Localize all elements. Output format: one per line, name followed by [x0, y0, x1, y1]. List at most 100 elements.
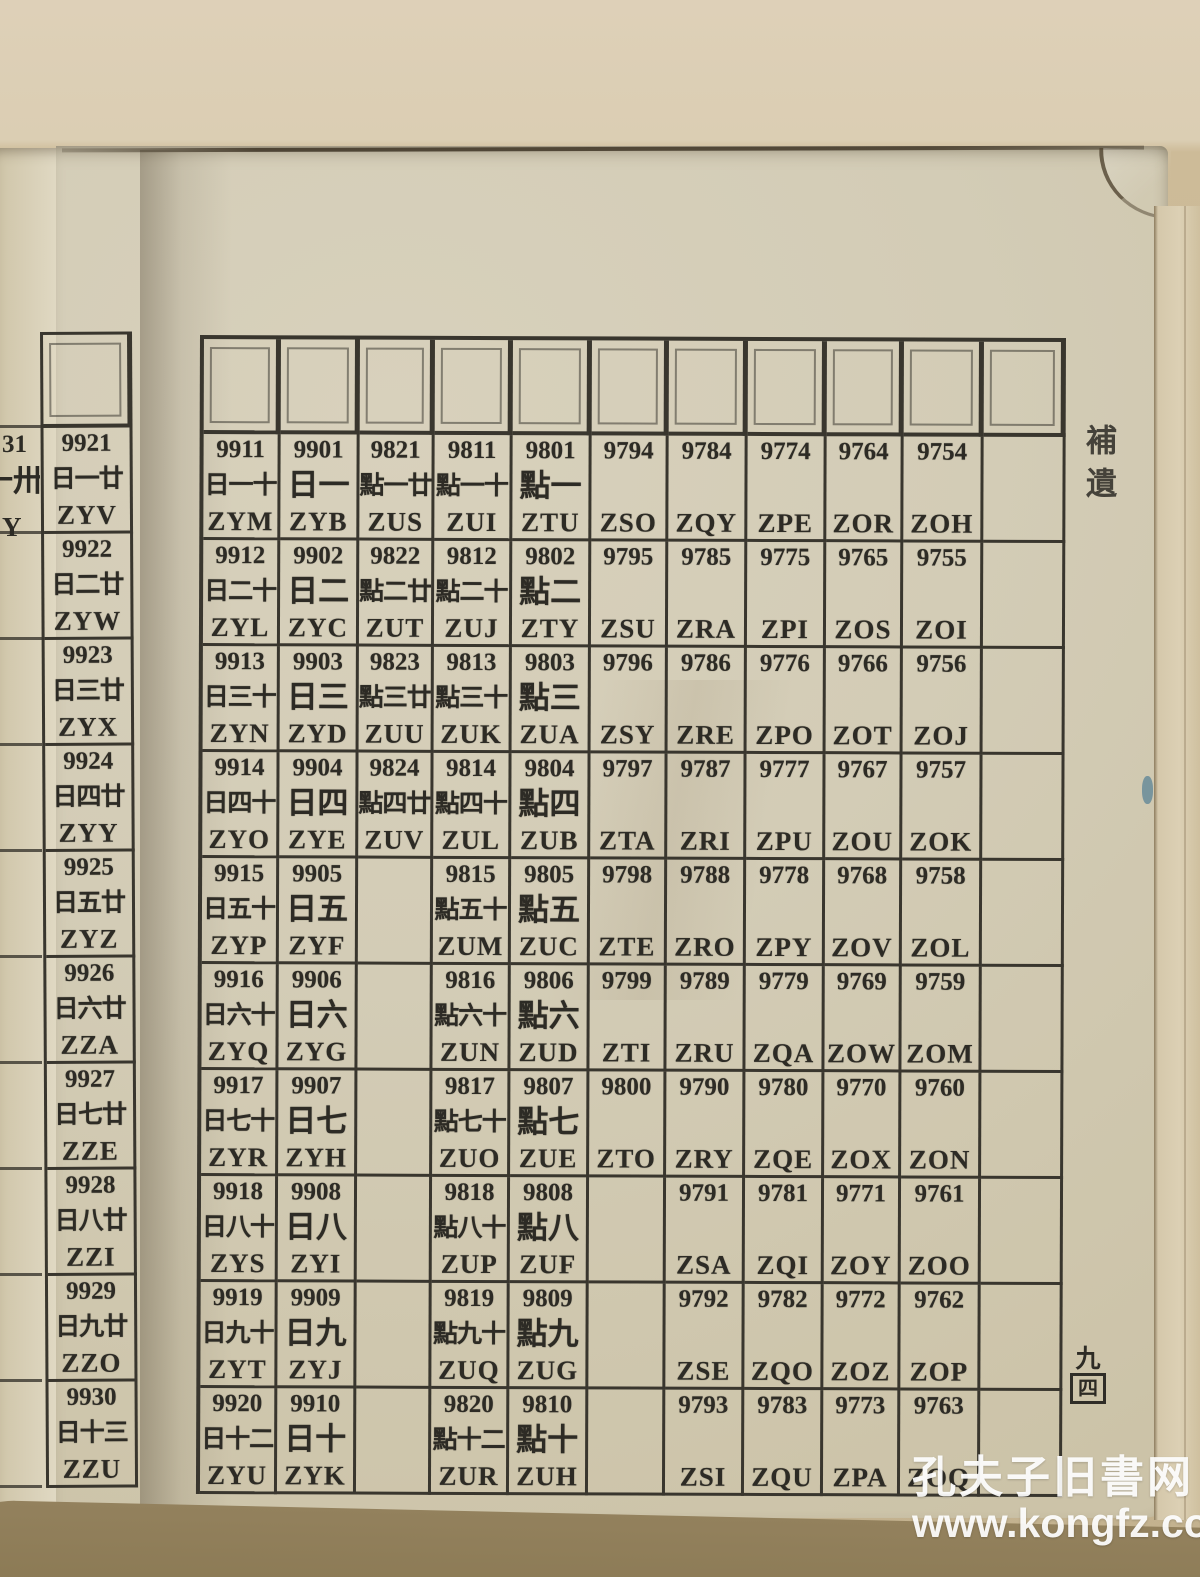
cell-code: ZUU [364, 718, 425, 749]
cell-number: 9930 [66, 1383, 117, 1411]
cell-code: ZPE [757, 507, 814, 539]
code-cell: 9789 ZRU [666, 965, 746, 1072]
cell-number: 9766 [837, 650, 888, 678]
code-cell: 9805 點五 ZUC [510, 859, 591, 966]
code-cell [981, 860, 1065, 968]
code-cell [587, 1389, 666, 1496]
cell-code: ZOP [909, 1356, 969, 1387]
cell-code: ZTY [520, 613, 580, 644]
code-cell: 9913 日三十 ZYN [202, 646, 280, 753]
code-cell: 9909 日九 ZYJ [277, 1282, 357, 1389]
cell-code: ZQA [752, 1037, 815, 1069]
cell-characters: 日八十 [201, 1211, 274, 1242]
cell-number: 9756 [916, 650, 967, 678]
page-number-boxed: 四 [1070, 1373, 1106, 1404]
code-cell [980, 1284, 1063, 1392]
code-cell: 9790 ZRY [666, 1071, 746, 1178]
cell-code: ZZI [65, 1241, 116, 1272]
code-cell: 9754 ZOH [903, 436, 984, 543]
code-cell: 9773 ZPA [822, 1390, 901, 1497]
clipped-cell-number: 31 [2, 431, 27, 458]
code-cell [356, 1282, 432, 1389]
code-cell: 9811 點一十 ZUI [434, 434, 513, 542]
cell-number: 9820 [443, 1390, 494, 1419]
header-cell [434, 339, 513, 436]
code-cell: 9795 ZSU [590, 541, 669, 648]
clipped-cell-code: Y [2, 512, 22, 542]
code-cell: 9823 點三廿 ZUU [358, 646, 434, 753]
cell-code: ZYU [206, 1460, 268, 1491]
cell-code: ZUE [518, 1143, 578, 1174]
code-cell: 9758 ZOL [901, 860, 983, 967]
code-cell: 9901 日一 ZYB [280, 434, 360, 541]
cell-code: ZOL [910, 932, 971, 963]
code-cell: 9769 ZOW [824, 966, 902, 1073]
cell-number: 9778 [759, 861, 810, 890]
cell-characters: 點十 [516, 1421, 579, 1459]
cell-code: ZYZ [59, 923, 119, 954]
cell-number: 9902 [293, 542, 344, 570]
cell-number: 9789 [679, 967, 730, 995]
cell-number: 9901 [293, 436, 344, 464]
header-cell [903, 341, 984, 437]
cell-code: ZYG [285, 1036, 348, 1067]
cell-number: 9794 [603, 437, 654, 465]
code-cell: 9803 點三 ZUA [511, 647, 591, 754]
cell-code: ZUO [438, 1142, 501, 1174]
code-cell [588, 1283, 666, 1390]
code-cell: 9809 點九 ZUG [509, 1283, 589, 1390]
code-cell: 9800 ZTO [589, 1071, 667, 1178]
cell-characters: 日二十 [204, 575, 277, 606]
cell-code: ZRO [674, 931, 736, 962]
code-cell [982, 754, 1065, 862]
code-cell: 9819 點九十 ZUQ [431, 1282, 510, 1390]
cell-code: ZYJ [288, 1354, 343, 1385]
cell-number: 9917 [213, 1072, 264, 1100]
cell-number: 9811 [447, 436, 497, 465]
cell-code: ZSE [676, 1355, 731, 1386]
cell-number: 9815 [445, 860, 496, 889]
cell-number: 9908 [290, 1178, 342, 1206]
cell-code: ZSA [675, 1249, 732, 1280]
cell-characters: 日五 [285, 891, 349, 928]
code-cell: 9903 日三 ZYD [279, 646, 359, 753]
paper-crease [220, 680, 1120, 1000]
cell-characters: 日七十 [202, 1105, 275, 1136]
cell-number: 9929 [65, 1277, 117, 1305]
cell-number: 9790 [679, 1073, 730, 1101]
cell-number: 9919 [212, 1284, 263, 1312]
cell-code: ZOR [832, 508, 895, 539]
cell-number: 9798 [602, 861, 653, 889]
cell-code: ZOS [834, 614, 892, 645]
cell-characters: 日九廿 [55, 1311, 128, 1341]
cell-number: 9803 [524, 649, 575, 677]
code-cell: 9793 ZSI [664, 1389, 745, 1496]
code-cell: 9775 ZPI [746, 541, 827, 649]
cell-code: ZZU [62, 1453, 122, 1484]
cell-characters: 日十 [284, 1421, 347, 1458]
cell-number: 9791 [678, 1179, 730, 1207]
code-cell [588, 1177, 667, 1284]
cell-code: ZUH [516, 1461, 578, 1492]
cell-number: 9780 [758, 1073, 809, 1102]
code-cell: 9784 ZQY [668, 435, 748, 542]
code-cell: 9799 ZTI [589, 965, 667, 1072]
cell-number: 9769 [836, 968, 887, 996]
cell-code: ZUM [437, 930, 504, 962]
code-cell [982, 542, 1066, 650]
code-cell: 9786 ZRE [667, 647, 747, 754]
code-cell: 9772 ZOZ [823, 1284, 901, 1391]
code-cell: 9757 ZOK [902, 754, 983, 861]
cell-number: 9764 [838, 438, 889, 466]
cell-characters: 日七廿 [54, 1099, 127, 1129]
cell-characters: 點五 [517, 891, 581, 929]
watermark-site-name: 孔夫子旧書网 [912, 1452, 1194, 1503]
cell-code: ZUG [516, 1355, 579, 1386]
code-cell: 9824 點四廿 ZUV [358, 752, 434, 859]
cell-number: 9817 [444, 1072, 495, 1101]
cell-code: ZTE [598, 931, 656, 962]
code-cell: 9767 ZOU [825, 754, 903, 861]
cell-number: 9781 [757, 1179, 809, 1208]
code-cell: 9926 日六廿 ZZA [46, 957, 136, 1064]
